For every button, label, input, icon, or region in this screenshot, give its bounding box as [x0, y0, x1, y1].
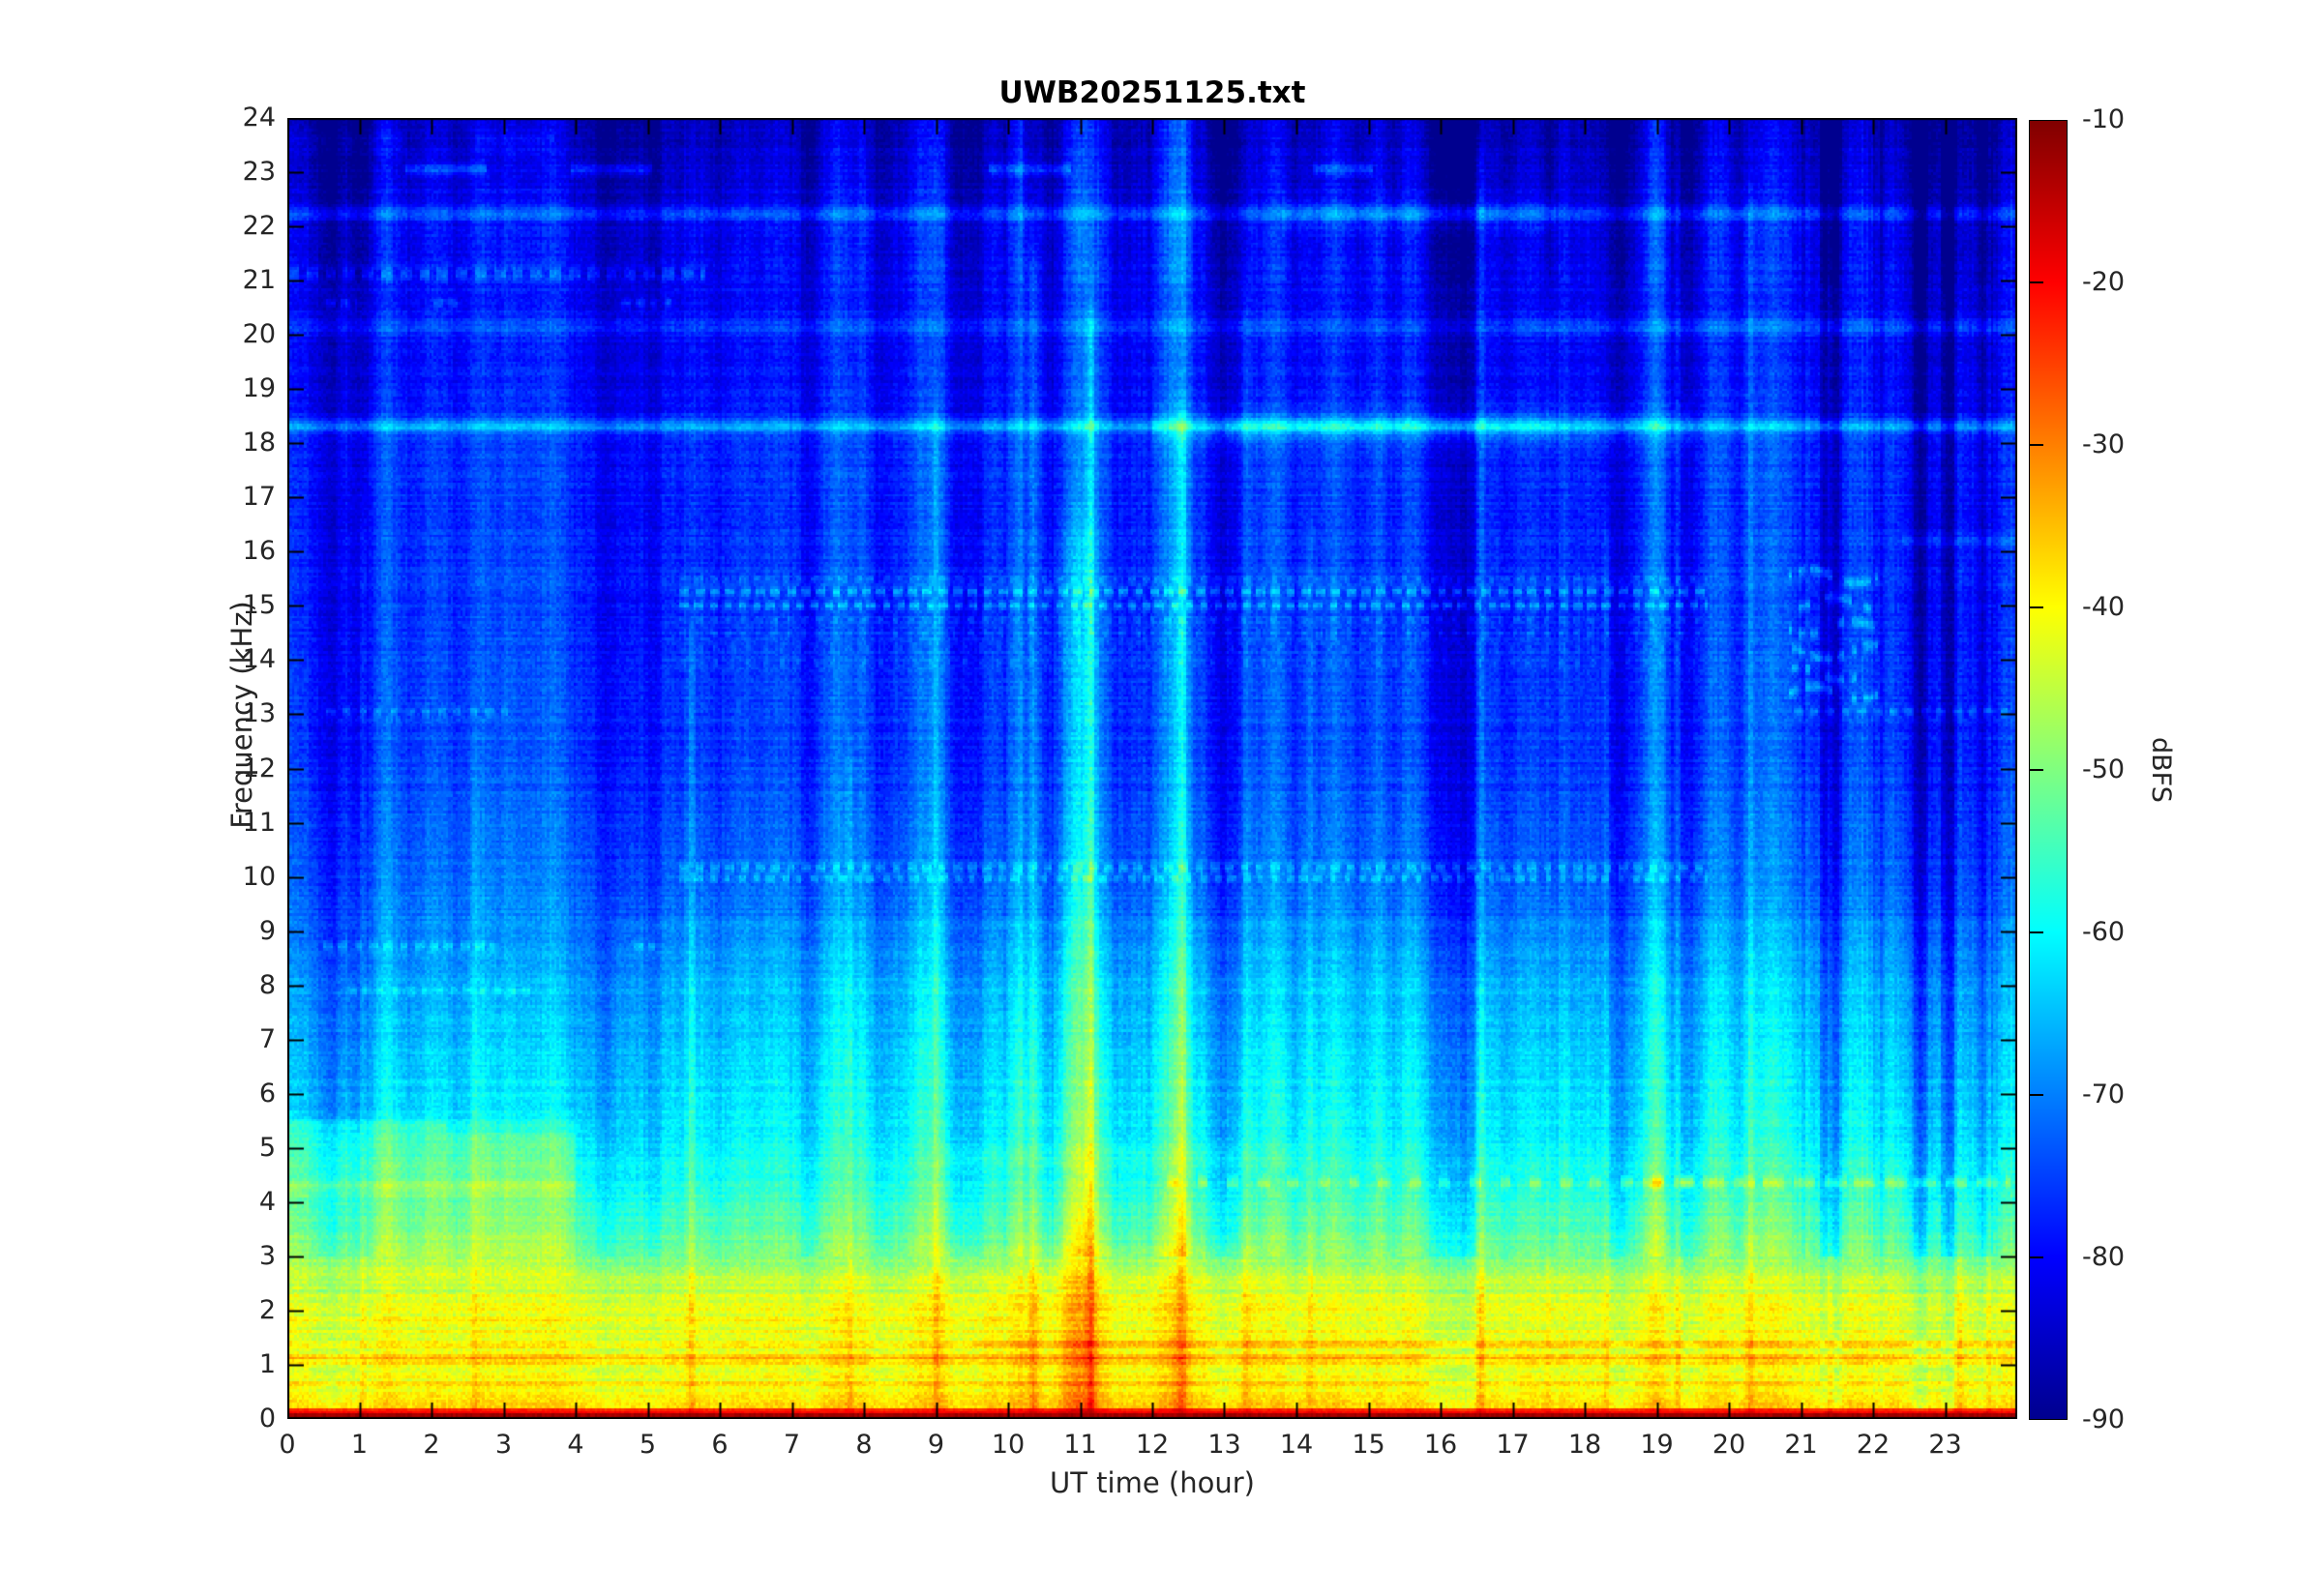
y-tick-label: 9 [258, 915, 276, 946]
spectrogram-canvas [287, 118, 2017, 1419]
colorbar-tick [2030, 281, 2043, 283]
y-tick-label: 6 [258, 1078, 276, 1108]
colorbar-tick [2030, 1094, 2043, 1096]
x-tick-label: 2 [423, 1430, 440, 1460]
colorbar-tick [2030, 769, 2043, 771]
y-tick-label: 13 [242, 698, 276, 729]
y-tick-label: 1 [258, 1348, 276, 1379]
colorbar-tick-label: -30 [2082, 429, 2126, 459]
x-tick-label: 5 [639, 1430, 657, 1460]
y-tick-label: 5 [258, 1132, 276, 1163]
x-tick-label: 0 [279, 1430, 296, 1460]
x-tick-label: 19 [1640, 1430, 1674, 1460]
y-tick-label: 15 [242, 590, 276, 621]
y-tick-label: 7 [258, 1023, 276, 1054]
chart-title: UWB20251125.txt [998, 75, 1306, 110]
x-tick-label: 7 [783, 1430, 801, 1460]
x-tick-label: 8 [855, 1430, 873, 1460]
y-tick-label: 23 [242, 157, 276, 188]
x-tick-label: 1 [350, 1430, 369, 1460]
y-tick-label: 4 [258, 1186, 276, 1217]
y-tick-label: 24 [242, 103, 276, 133]
colorbar-tick [2030, 1256, 2043, 1258]
x-tick-label: 4 [567, 1430, 584, 1460]
y-tick-label: 3 [258, 1240, 276, 1271]
y-tick-label: 14 [242, 644, 276, 675]
colorbar-tick-label: -70 [2082, 1079, 2126, 1109]
x-tick-label: 23 [1928, 1430, 1962, 1460]
y-tick-label: 17 [242, 482, 276, 513]
x-tick-label: 3 [494, 1430, 513, 1460]
x-tick-label: 17 [1496, 1430, 1530, 1460]
x-tick-label: 13 [1207, 1430, 1241, 1460]
y-tick-label: 22 [242, 211, 276, 242]
x-tick-label: 16 [1423, 1430, 1458, 1460]
y-tick-label: 12 [242, 753, 276, 783]
x-axis-label: UT time (hour) [1050, 1466, 1255, 1499]
y-tick-label: 0 [258, 1404, 276, 1433]
x-tick-label: 9 [927, 1430, 945, 1460]
colorbar-axis-label: dBFS [2146, 737, 2176, 803]
colorbar-tick-label: -60 [2082, 917, 2126, 947]
x-tick-label: 6 [711, 1430, 729, 1460]
y-tick-label: 11 [242, 807, 276, 838]
y-tick-label: 20 [242, 319, 276, 350]
colorbar-tick-label: -50 [2082, 754, 2126, 784]
colorbar-tick [2030, 444, 2043, 446]
x-tick-label: 18 [1567, 1430, 1602, 1460]
x-tick-label: 22 [1856, 1430, 1890, 1460]
x-tick-label: 12 [1135, 1430, 1170, 1460]
colorbar-tick [2030, 606, 2043, 608]
y-tick-label: 21 [242, 265, 276, 296]
x-tick-label: 21 [1784, 1430, 1818, 1460]
colorbar-tick-label: -90 [2082, 1404, 2126, 1434]
x-tick-label: 15 [1352, 1430, 1385, 1460]
x-tick-label: 20 [1712, 1430, 1746, 1460]
colorbar-tick [2030, 931, 2043, 933]
y-tick-label: 18 [242, 428, 276, 458]
colorbar-tick-label: -80 [2082, 1242, 2126, 1272]
colorbar-tick-label: -40 [2082, 592, 2126, 622]
colorbar-tick-label: -10 [2082, 104, 2126, 134]
y-tick-label: 19 [242, 373, 276, 404]
x-tick-label: 10 [991, 1430, 1026, 1460]
x-tick-label: 14 [1279, 1430, 1314, 1460]
y-tick-label: 8 [258, 969, 276, 1000]
y-tick-label: 10 [242, 861, 276, 892]
y-tick-label: 2 [258, 1294, 276, 1325]
colorbar-tick-label: -20 [2082, 267, 2126, 297]
x-tick-label: 11 [1063, 1430, 1097, 1460]
y-tick-label: 16 [242, 536, 276, 567]
